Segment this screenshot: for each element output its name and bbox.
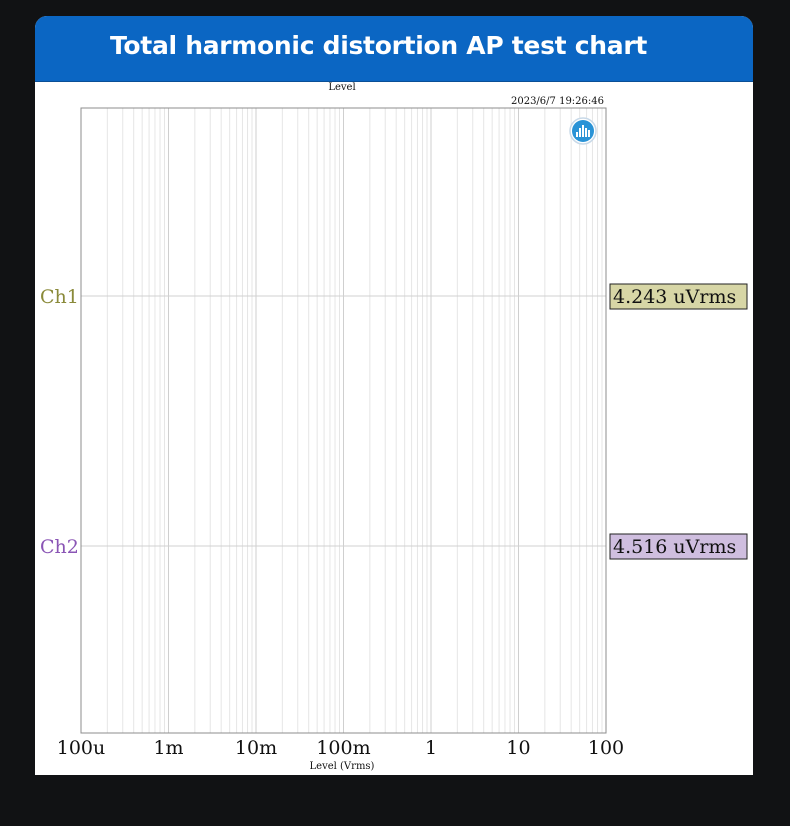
x-tick-label: 100	[588, 737, 624, 759]
plot-frame	[80, 107, 607, 734]
x-tick-label: 100m	[316, 737, 370, 759]
ch2-readout: 4.516 uVrms	[613, 536, 736, 558]
major-gridlines	[80, 108, 519, 733]
x-tick-labels: 100u 1m 10m 100m 1 10 100	[57, 737, 624, 759]
ch1-readout-box	[609, 283, 748, 310]
x-axis-label: Level (Vrms)	[310, 761, 375, 772]
x-tick-label: 100u	[57, 737, 106, 759]
page-title: Total harmonic distortion AP test chart	[110, 31, 647, 60]
series-label-ch1: Ch1	[40, 286, 79, 308]
chart-title: Level	[328, 82, 355, 93]
chart-timestamp: 2023/6/7 19:26:46	[511, 96, 604, 107]
x-tick-label: 1m	[153, 737, 183, 759]
x-tick-label: 10m	[235, 737, 277, 759]
chart-card: Total harmonic distortion AP test chart …	[35, 16, 753, 775]
x-tick-label: 10	[506, 737, 530, 759]
chart-svg: Level 2023/6/7 19:26:46 Ch1 Ch2 4.243 uV…	[40, 82, 748, 772]
header-bar: Total harmonic distortion AP test chart	[35, 16, 753, 82]
minor-gridlines	[106, 108, 603, 733]
series-label-ch2: Ch2	[40, 536, 79, 558]
audio-precision-logo-icon	[569, 117, 597, 145]
x-tick-label: 1	[425, 737, 437, 759]
ch2-readout-box	[609, 533, 748, 560]
ch1-readout: 4.243 uVrms	[613, 286, 736, 308]
